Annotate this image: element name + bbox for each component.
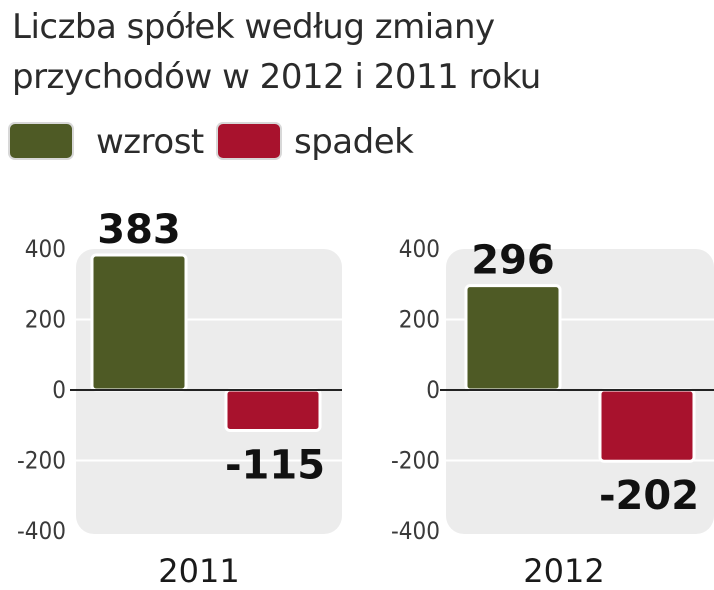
x-axis-label-2011: 2011 bbox=[158, 552, 239, 590]
legend-label-wzrost: wzrost bbox=[96, 122, 204, 162]
legend-label-spadek: spadek bbox=[294, 122, 414, 162]
legend-swatch-spadek bbox=[218, 124, 280, 158]
y-tick-label: 0 bbox=[52, 376, 66, 404]
y-tick-label: 400 bbox=[25, 235, 66, 263]
y-tick-label: 400 bbox=[399, 235, 440, 263]
y-tick-label: -200 bbox=[391, 447, 440, 475]
bar-spadek-2012 bbox=[598, 388, 696, 463]
y-tick-label: -400 bbox=[17, 517, 66, 545]
data-label-spadek-2012: -202 bbox=[599, 473, 699, 519]
y-tick-label: 200 bbox=[25, 306, 66, 334]
y-tick-label: 200 bbox=[399, 306, 440, 334]
data-label-wzrost-2011: 383 bbox=[97, 207, 181, 253]
data-label-spadek-2011: -115 bbox=[225, 443, 325, 489]
bar-spadek-2011 bbox=[224, 388, 322, 433]
data-label-wzrost-2012: 296 bbox=[471, 238, 555, 284]
bar-wzrost-2011 bbox=[90, 253, 188, 392]
legend: wzrost spadek bbox=[10, 120, 510, 168]
chart-title: Liczba spółek według zmiany przychodów w… bbox=[12, 7, 541, 97]
bar-wzrost-2012 bbox=[464, 284, 562, 392]
y-tick-label: 0 bbox=[426, 376, 440, 404]
legend-swatch-wzrost bbox=[10, 124, 72, 158]
y-tick-label: -400 bbox=[391, 517, 440, 545]
y-tick-label: -200 bbox=[17, 447, 66, 475]
x-axis-label-2012: 2012 bbox=[523, 552, 604, 590]
